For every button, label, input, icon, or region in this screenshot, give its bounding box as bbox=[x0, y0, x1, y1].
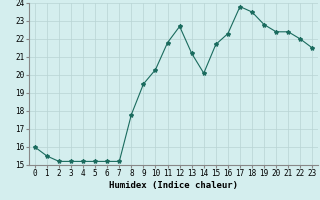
X-axis label: Humidex (Indice chaleur): Humidex (Indice chaleur) bbox=[109, 181, 238, 190]
